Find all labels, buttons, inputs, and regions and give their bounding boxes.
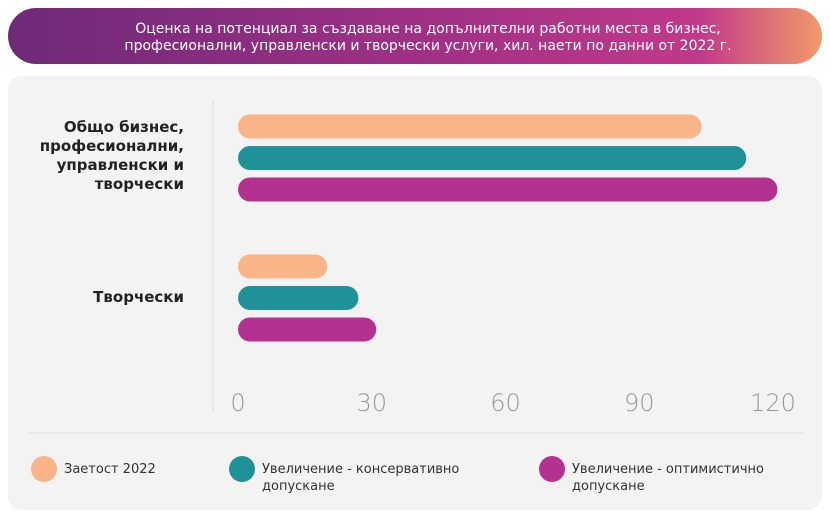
bar [238, 254, 328, 279]
chart-title: Оценка на потенциал за създаване на допъ… [124, 21, 732, 54]
bar [238, 177, 778, 202]
legend-label: Заетост 2022 [64, 462, 156, 477]
x-tick-label: 60 [490, 389, 521, 417]
x-tick-label: 0 [230, 389, 245, 417]
legend-swatch [229, 456, 255, 482]
x-tick-label: 120 [750, 389, 796, 417]
legend-swatch [539, 456, 565, 482]
bar [238, 146, 747, 170]
bar [238, 114, 702, 139]
title-banner: Оценка на потенциал за създаване на допъ… [8, 8, 822, 64]
x-tick-label: 90 [624, 389, 655, 417]
legend-label: Увеличение - оптимистично допускане [572, 462, 764, 494]
x-tick-label: 30 [356, 389, 387, 417]
bar [238, 286, 359, 310]
category-label: Творчески [93, 288, 184, 306]
legend-swatch [31, 456, 57, 482]
bar [238, 317, 377, 342]
legend-label: Увеличение - консервативно допускане [262, 462, 460, 494]
category-label: Общо бизнес, професионални, управленски … [39, 118, 184, 193]
